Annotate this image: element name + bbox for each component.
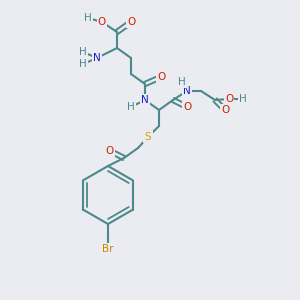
Text: H: H [79, 59, 87, 69]
Text: S: S [145, 132, 151, 142]
Text: H: H [127, 102, 135, 112]
Text: O: O [183, 102, 191, 112]
Text: N: N [141, 95, 149, 105]
Text: O: O [106, 146, 114, 156]
Text: O: O [127, 17, 135, 27]
Text: H: H [84, 13, 92, 23]
Text: O: O [98, 17, 106, 27]
Text: Br: Br [102, 244, 114, 254]
Text: N: N [183, 86, 191, 96]
Text: O: O [221, 105, 229, 115]
Text: O: O [157, 72, 165, 82]
Text: O: O [225, 94, 233, 104]
Text: H: H [79, 47, 87, 57]
Text: H: H [178, 77, 186, 87]
Text: H: H [239, 94, 247, 104]
Text: N: N [93, 53, 101, 63]
